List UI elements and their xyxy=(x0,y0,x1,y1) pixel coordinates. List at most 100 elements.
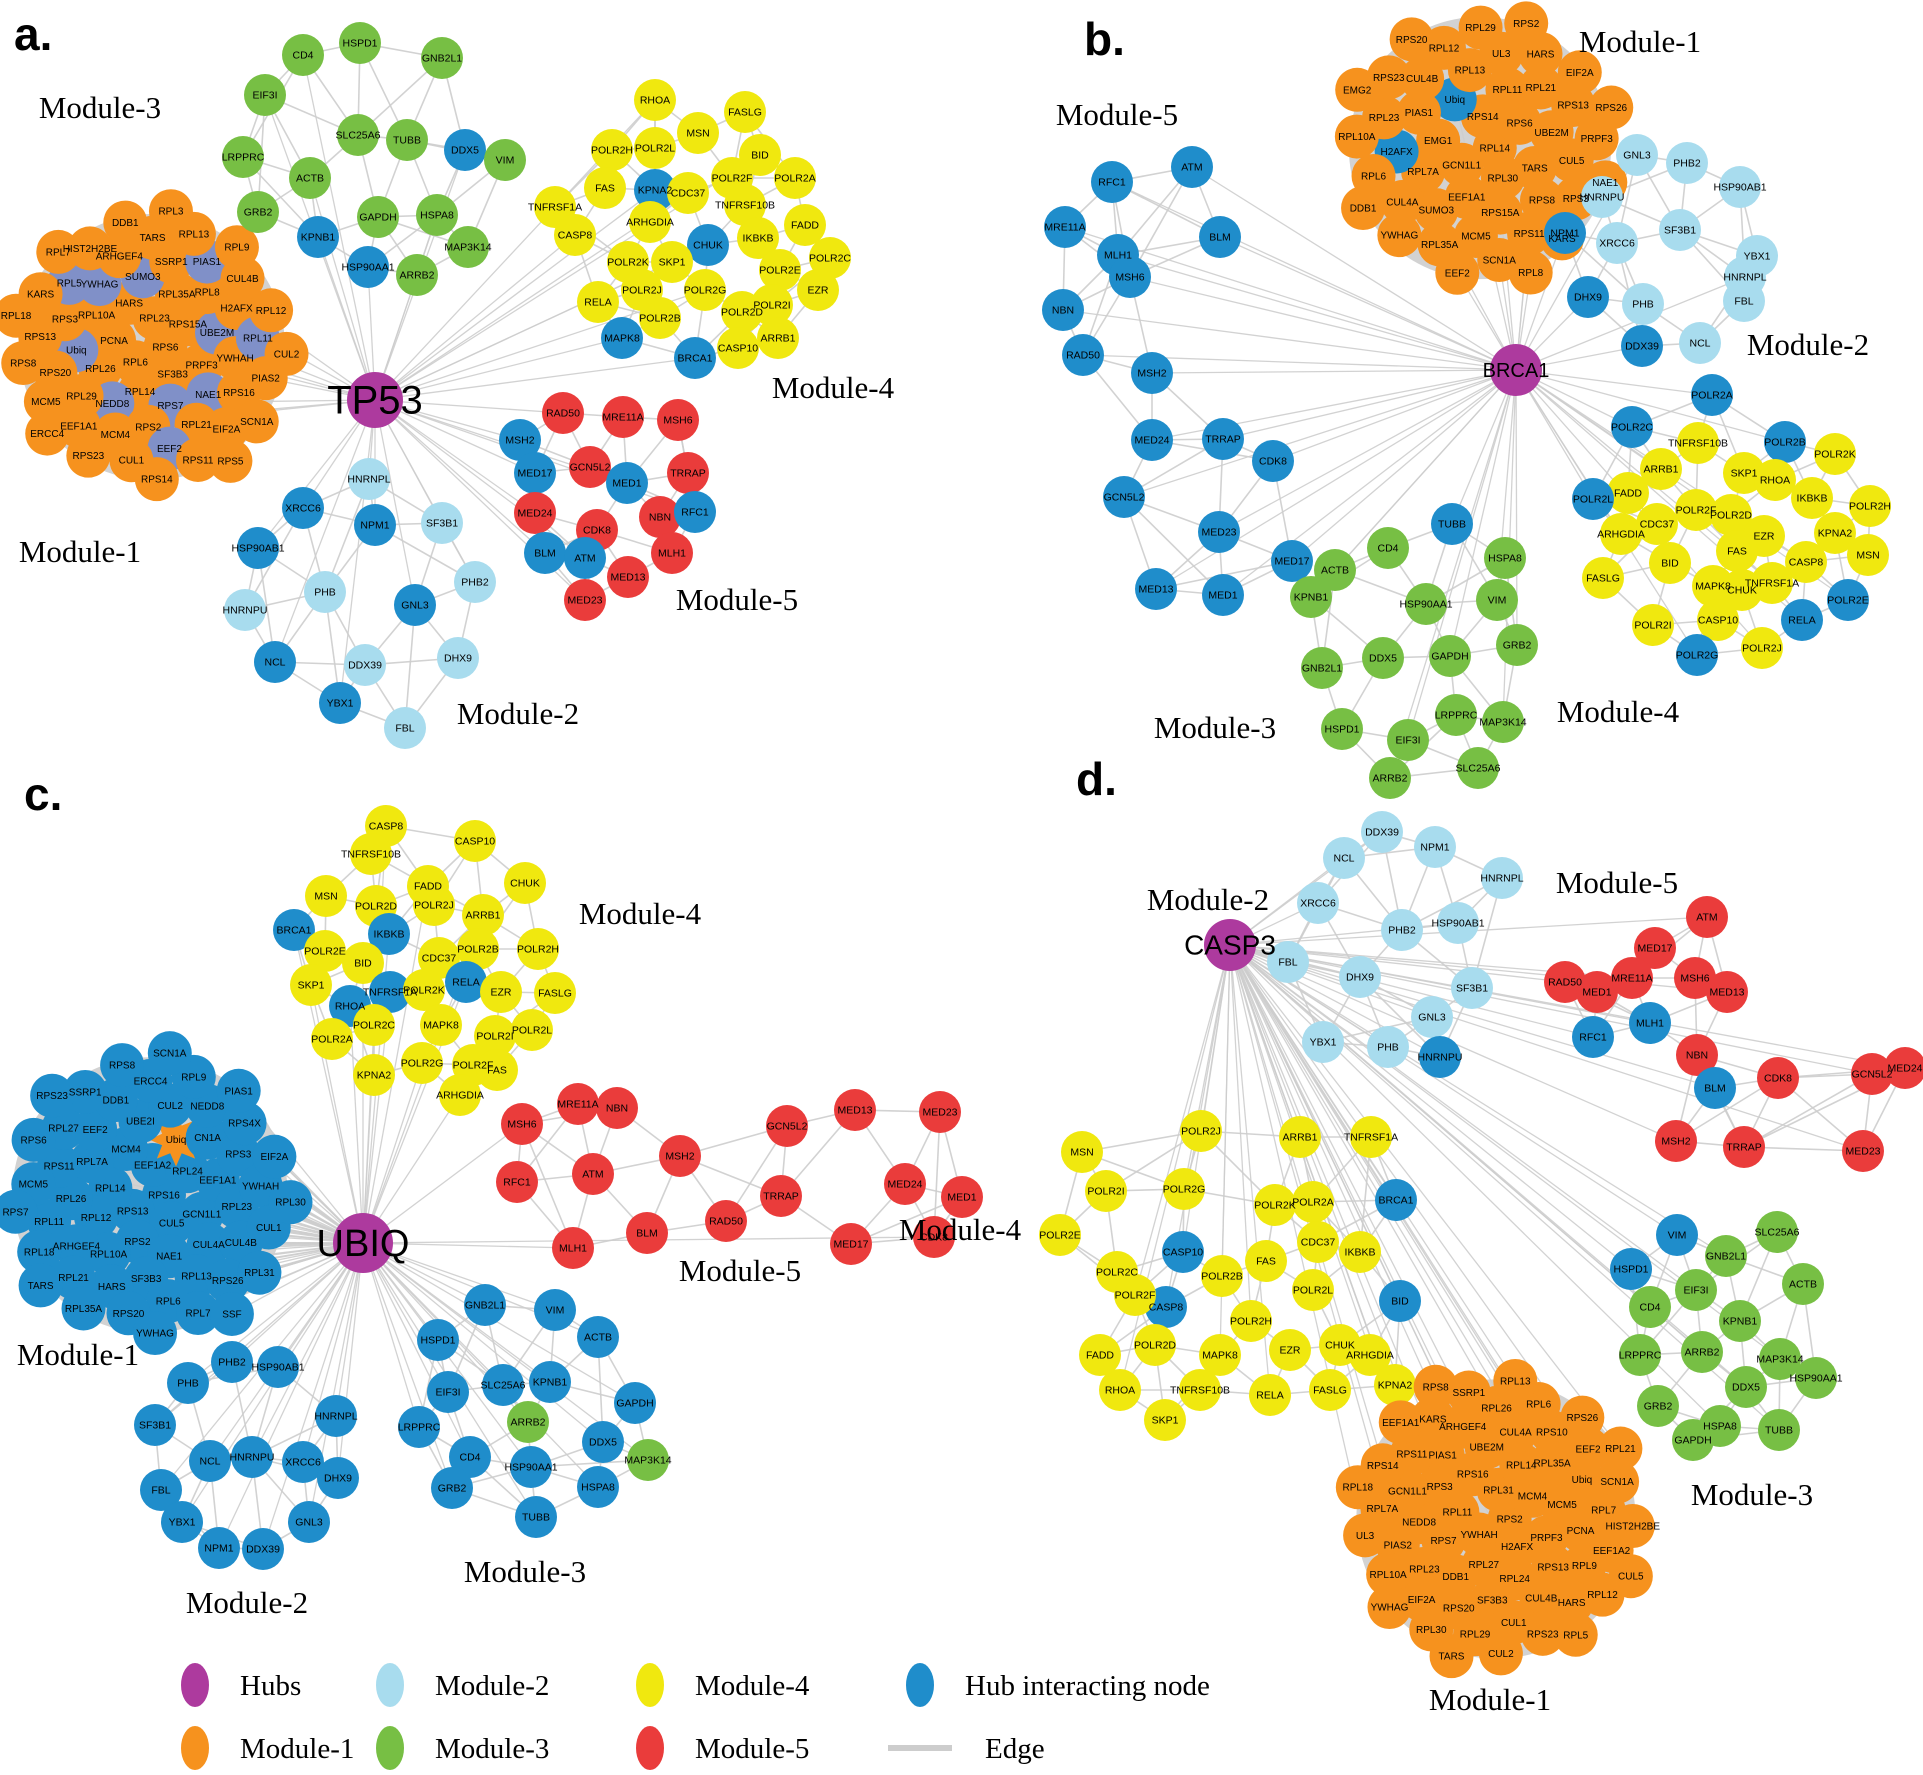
node-layer xyxy=(0,1,1923,1679)
module-label: Module-3 xyxy=(1691,1477,1813,1512)
network-node xyxy=(357,196,399,238)
network-node xyxy=(353,1054,395,1096)
node-label: KARS xyxy=(27,290,55,301)
network-node xyxy=(289,157,331,199)
node-label: POLR2K xyxy=(607,257,648,269)
network-node xyxy=(584,167,626,209)
node-label: DHX9 xyxy=(1574,292,1602,304)
node-label: CUL1 xyxy=(1501,1618,1527,1629)
node-label: TARS xyxy=(140,233,166,244)
edge xyxy=(1515,369,1786,443)
network-node xyxy=(1814,512,1856,554)
node-label: TARS xyxy=(1439,1652,1465,1663)
network-node xyxy=(1611,957,1653,999)
network-node xyxy=(1367,1026,1409,1068)
network-node xyxy=(268,1180,313,1225)
node-label: KARS xyxy=(1548,234,1576,245)
edge xyxy=(1229,944,1678,1236)
node-label: ATM xyxy=(1696,912,1717,924)
node-label: XRCC6 xyxy=(1599,238,1635,250)
node-label: FASLG xyxy=(1586,573,1620,585)
node-label: RPL13 xyxy=(1500,1376,1531,1387)
module-label: Module-5 xyxy=(679,1253,801,1288)
network-node xyxy=(1705,1235,1747,1277)
node-label: KPNA2 xyxy=(357,1070,392,1082)
network-node xyxy=(1598,1426,1643,1471)
node-label: PHB xyxy=(1632,299,1654,311)
network-node xyxy=(596,1087,638,1129)
network-node xyxy=(724,91,766,133)
node-label: RPS2 xyxy=(135,422,162,433)
network-node xyxy=(1198,511,1240,553)
edge xyxy=(1451,369,1517,525)
node-label: PRPF3 xyxy=(186,361,219,372)
node-label: POLR2B xyxy=(1764,437,1805,449)
node-label: SKP1 xyxy=(1152,1415,1179,1427)
network-node xyxy=(1723,1126,1765,1168)
node-label: ARHGDIA xyxy=(1597,529,1645,541)
network-node xyxy=(1,341,46,386)
node-label: RPS4X xyxy=(228,1119,261,1130)
node-label: POLR2J xyxy=(1742,643,1782,655)
network-node xyxy=(511,1009,553,1051)
node-label: UBE2M xyxy=(1469,1443,1503,1454)
network-node xyxy=(1249,1374,1291,1416)
node-label: MLH1 xyxy=(1636,1018,1664,1030)
node-label: RPS10 xyxy=(1536,1428,1568,1439)
node-label: HIST2H2BE xyxy=(63,244,118,255)
network-node xyxy=(1681,1331,1723,1373)
node-label: CUL2 xyxy=(1488,1649,1514,1660)
node-label: CHUK xyxy=(1727,585,1757,597)
node-label: FAS xyxy=(1727,546,1747,558)
node-label: POLR2D xyxy=(1134,1340,1176,1352)
node-label: SLC25A6 xyxy=(1755,1227,1800,1239)
network-node xyxy=(510,1446,552,1488)
node-label: RPS8 xyxy=(109,1061,136,1072)
node-label: POLR2L xyxy=(1293,1285,1333,1297)
network-node xyxy=(1419,1036,1461,1078)
node-label: RPL10A xyxy=(78,310,116,321)
node-label: DDX39 xyxy=(1365,827,1399,839)
network-node xyxy=(384,707,426,749)
node-label: TNFRSF1A xyxy=(1745,578,1799,590)
node-label: RPL23 xyxy=(139,314,170,325)
node-label: MSH6 xyxy=(1115,272,1144,284)
node-label: MED23 xyxy=(1845,1146,1880,1158)
network-node xyxy=(1759,1338,1801,1380)
network-node xyxy=(63,1070,108,1115)
node-label: POLR2L xyxy=(635,143,675,155)
network-node xyxy=(499,419,541,461)
network-node xyxy=(1091,161,1133,203)
node-label: SF3B3 xyxy=(131,1274,162,1285)
node-label: RPS3 xyxy=(1563,194,1590,205)
edge xyxy=(1129,166,1193,278)
node-label: RPS26 xyxy=(1595,103,1627,114)
node-label: LRPPRC xyxy=(1435,710,1478,722)
network-node xyxy=(394,584,436,626)
node-label: UBE2M xyxy=(200,328,234,339)
network-node xyxy=(1380,180,1425,225)
network-node xyxy=(457,928,499,970)
node-label: PHB2 xyxy=(1673,158,1701,170)
node-label: RPL29 xyxy=(1465,23,1496,34)
network-node xyxy=(1785,541,1827,583)
node-label: HARS xyxy=(1527,49,1555,60)
node-label: MCM4 xyxy=(111,1144,141,1155)
node-label: Ubiq xyxy=(166,1135,187,1146)
node-label: POLR2C xyxy=(1096,1267,1138,1279)
node-label: NBN xyxy=(1052,305,1074,317)
node-label: LRPPRC xyxy=(1619,1350,1662,1362)
network-node xyxy=(577,281,619,323)
network-node xyxy=(1061,1131,1103,1173)
network-node xyxy=(809,237,851,279)
node-label: MED23 xyxy=(567,595,602,607)
node-label: CUL5 xyxy=(159,1219,185,1230)
node-label: RFC1 xyxy=(1579,1032,1607,1044)
module-label: Module-2 xyxy=(1747,327,1869,362)
node-label: YWHAG xyxy=(1380,231,1418,242)
node-label: MAPK8 xyxy=(1202,1350,1238,1362)
node-label: GNL3 xyxy=(295,1517,323,1529)
node-label: MCM5 xyxy=(19,1180,49,1191)
node-label: POLR2D xyxy=(355,901,397,913)
module-label: Module-1 xyxy=(17,1337,139,1372)
